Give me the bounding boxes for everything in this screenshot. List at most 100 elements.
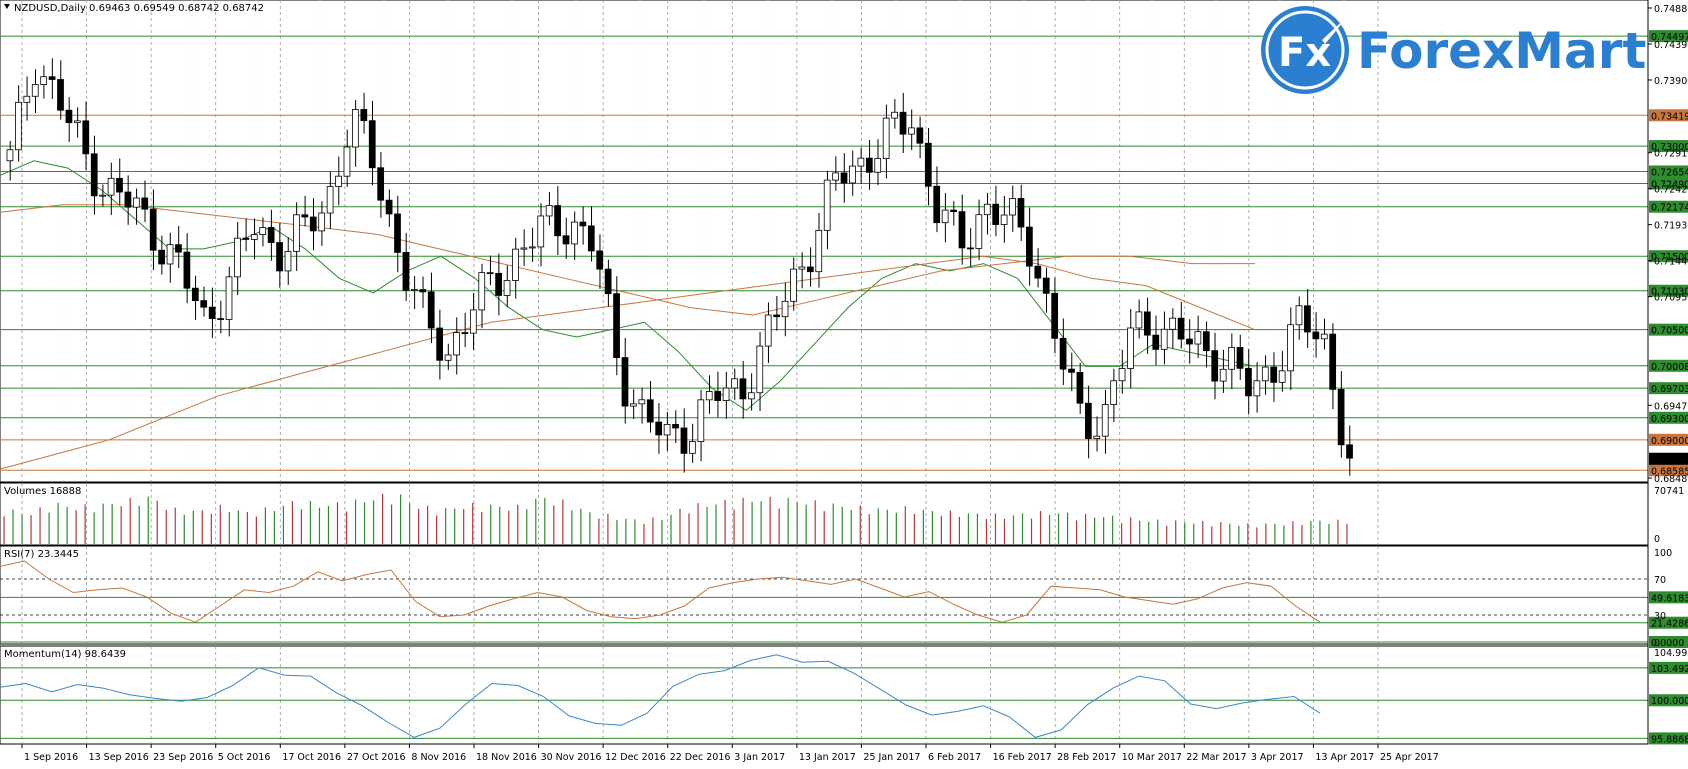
candle-down <box>1051 292 1059 339</box>
symbol-info: NZDUSD,Daily 0.69463 0.69549 0.68742 0.6… <box>14 3 264 14</box>
logo-circle-icon <box>1261 6 1349 94</box>
candle-up <box>975 214 983 249</box>
candle-down <box>554 205 561 237</box>
candle-down <box>183 251 191 289</box>
candle-down <box>1017 198 1025 228</box>
candle-down <box>899 111 907 135</box>
candle-up <box>453 332 460 356</box>
candle-down <box>90 153 98 197</box>
candle-down <box>141 197 149 210</box>
candle-down <box>65 109 73 124</box>
candle-down <box>301 214 309 218</box>
level-badge <box>1649 165 1688 178</box>
candle-up <box>410 289 418 292</box>
candle-up <box>731 378 738 389</box>
candle-up <box>1093 435 1101 439</box>
candle-down <box>1076 371 1084 404</box>
level-label: 0.69000 <box>1651 436 1688 447</box>
current-price-label: 0.68742 <box>1651 455 1688 466</box>
candle-up <box>6 149 14 162</box>
date-label: 6 Feb 2017 <box>928 752 981 763</box>
candle-down <box>865 157 873 173</box>
candle-down <box>1304 305 1311 333</box>
candle-up <box>1000 214 1008 225</box>
candle-up <box>764 314 772 347</box>
rsi-panel[interactable] <box>0 545 1649 645</box>
candle-down <box>309 216 317 232</box>
logo-icon-text: Fx <box>1278 30 1331 76</box>
date-label: 13 Apr 2017 <box>1315 752 1374 763</box>
candle-down <box>1346 444 1353 459</box>
rsi-series <box>0 560 1321 623</box>
date-label: 8 Nov 2016 <box>411 752 466 763</box>
rsi-level-badge <box>1649 591 1688 604</box>
rsi-scale-label: 0 <box>1654 638 1660 649</box>
rsi-title: RSI(7) 23.3445 <box>4 549 79 560</box>
candle-up <box>1127 327 1134 369</box>
date-label: 25 Jan 2017 <box>863 752 920 763</box>
candle-down <box>933 185 941 224</box>
price-scale-label: 0.68480 <box>1654 474 1688 485</box>
candle-up <box>40 76 48 85</box>
level-label: 0.69703 <box>1651 384 1688 395</box>
candle-down <box>368 120 376 169</box>
candle-up <box>132 197 140 208</box>
candle-down <box>1177 317 1185 340</box>
candle-down <box>57 79 64 111</box>
candle-up <box>528 246 536 249</box>
candle-down <box>419 289 427 293</box>
candle-down <box>48 76 56 80</box>
volume-bars <box>3 493 1348 544</box>
candle-down <box>1059 337 1067 370</box>
candle-up <box>352 109 359 148</box>
date-label: 3 Apr 2017 <box>1251 752 1304 763</box>
momentum-panel[interactable] <box>0 645 1649 745</box>
candle-up <box>74 120 81 124</box>
candlesticks <box>6 58 1353 476</box>
candle-up <box>1287 324 1294 372</box>
candle-up <box>545 205 553 217</box>
candle-down <box>1143 311 1151 336</box>
candle-up <box>781 300 789 318</box>
candle-down <box>124 191 132 208</box>
candle-down <box>655 421 663 436</box>
date-label: 22 Mar 2017 <box>1186 752 1246 763</box>
momentum-level-label: 95.8868 <box>1651 734 1688 745</box>
level-label: 0.74497 <box>1651 32 1688 43</box>
price-panel[interactable] <box>0 0 1649 483</box>
candle-down <box>1152 334 1160 350</box>
candle-down <box>1186 338 1193 345</box>
candle-up <box>983 203 991 216</box>
candle-down <box>992 203 1000 225</box>
date-label: 27 Oct 2016 <box>347 752 406 763</box>
price-scales: 0.74497 0.73419 0.73000 0.72654 0.72490 0.721… <box>1647 0 1688 745</box>
candle-up <box>798 266 806 270</box>
rsi-scale-label: 70 <box>1654 575 1666 586</box>
level-badge <box>1649 464 1688 477</box>
candle-down <box>360 109 368 122</box>
candle-down <box>267 227 275 243</box>
candle-down <box>1042 277 1050 294</box>
candle-up <box>520 247 528 250</box>
candle-down <box>714 391 722 401</box>
candle-down <box>562 235 570 245</box>
candle-up <box>756 345 764 394</box>
candle-up <box>1278 370 1286 383</box>
date-axis: 1 Sep 2016 13 Sep 2016 23 Sep 2016 5 Oct 20… <box>21 744 1439 763</box>
level-badge <box>1649 411 1688 424</box>
candle-up <box>882 117 890 159</box>
candle-down <box>1211 350 1219 382</box>
candle-down <box>806 266 814 273</box>
date-label: 12 Dec 2016 <box>605 752 666 763</box>
candle-down <box>377 167 385 201</box>
candle-down <box>191 287 199 302</box>
candle-down <box>613 293 620 358</box>
candle-down <box>427 291 435 329</box>
candle-down <box>916 127 924 144</box>
candle-down <box>276 242 283 272</box>
